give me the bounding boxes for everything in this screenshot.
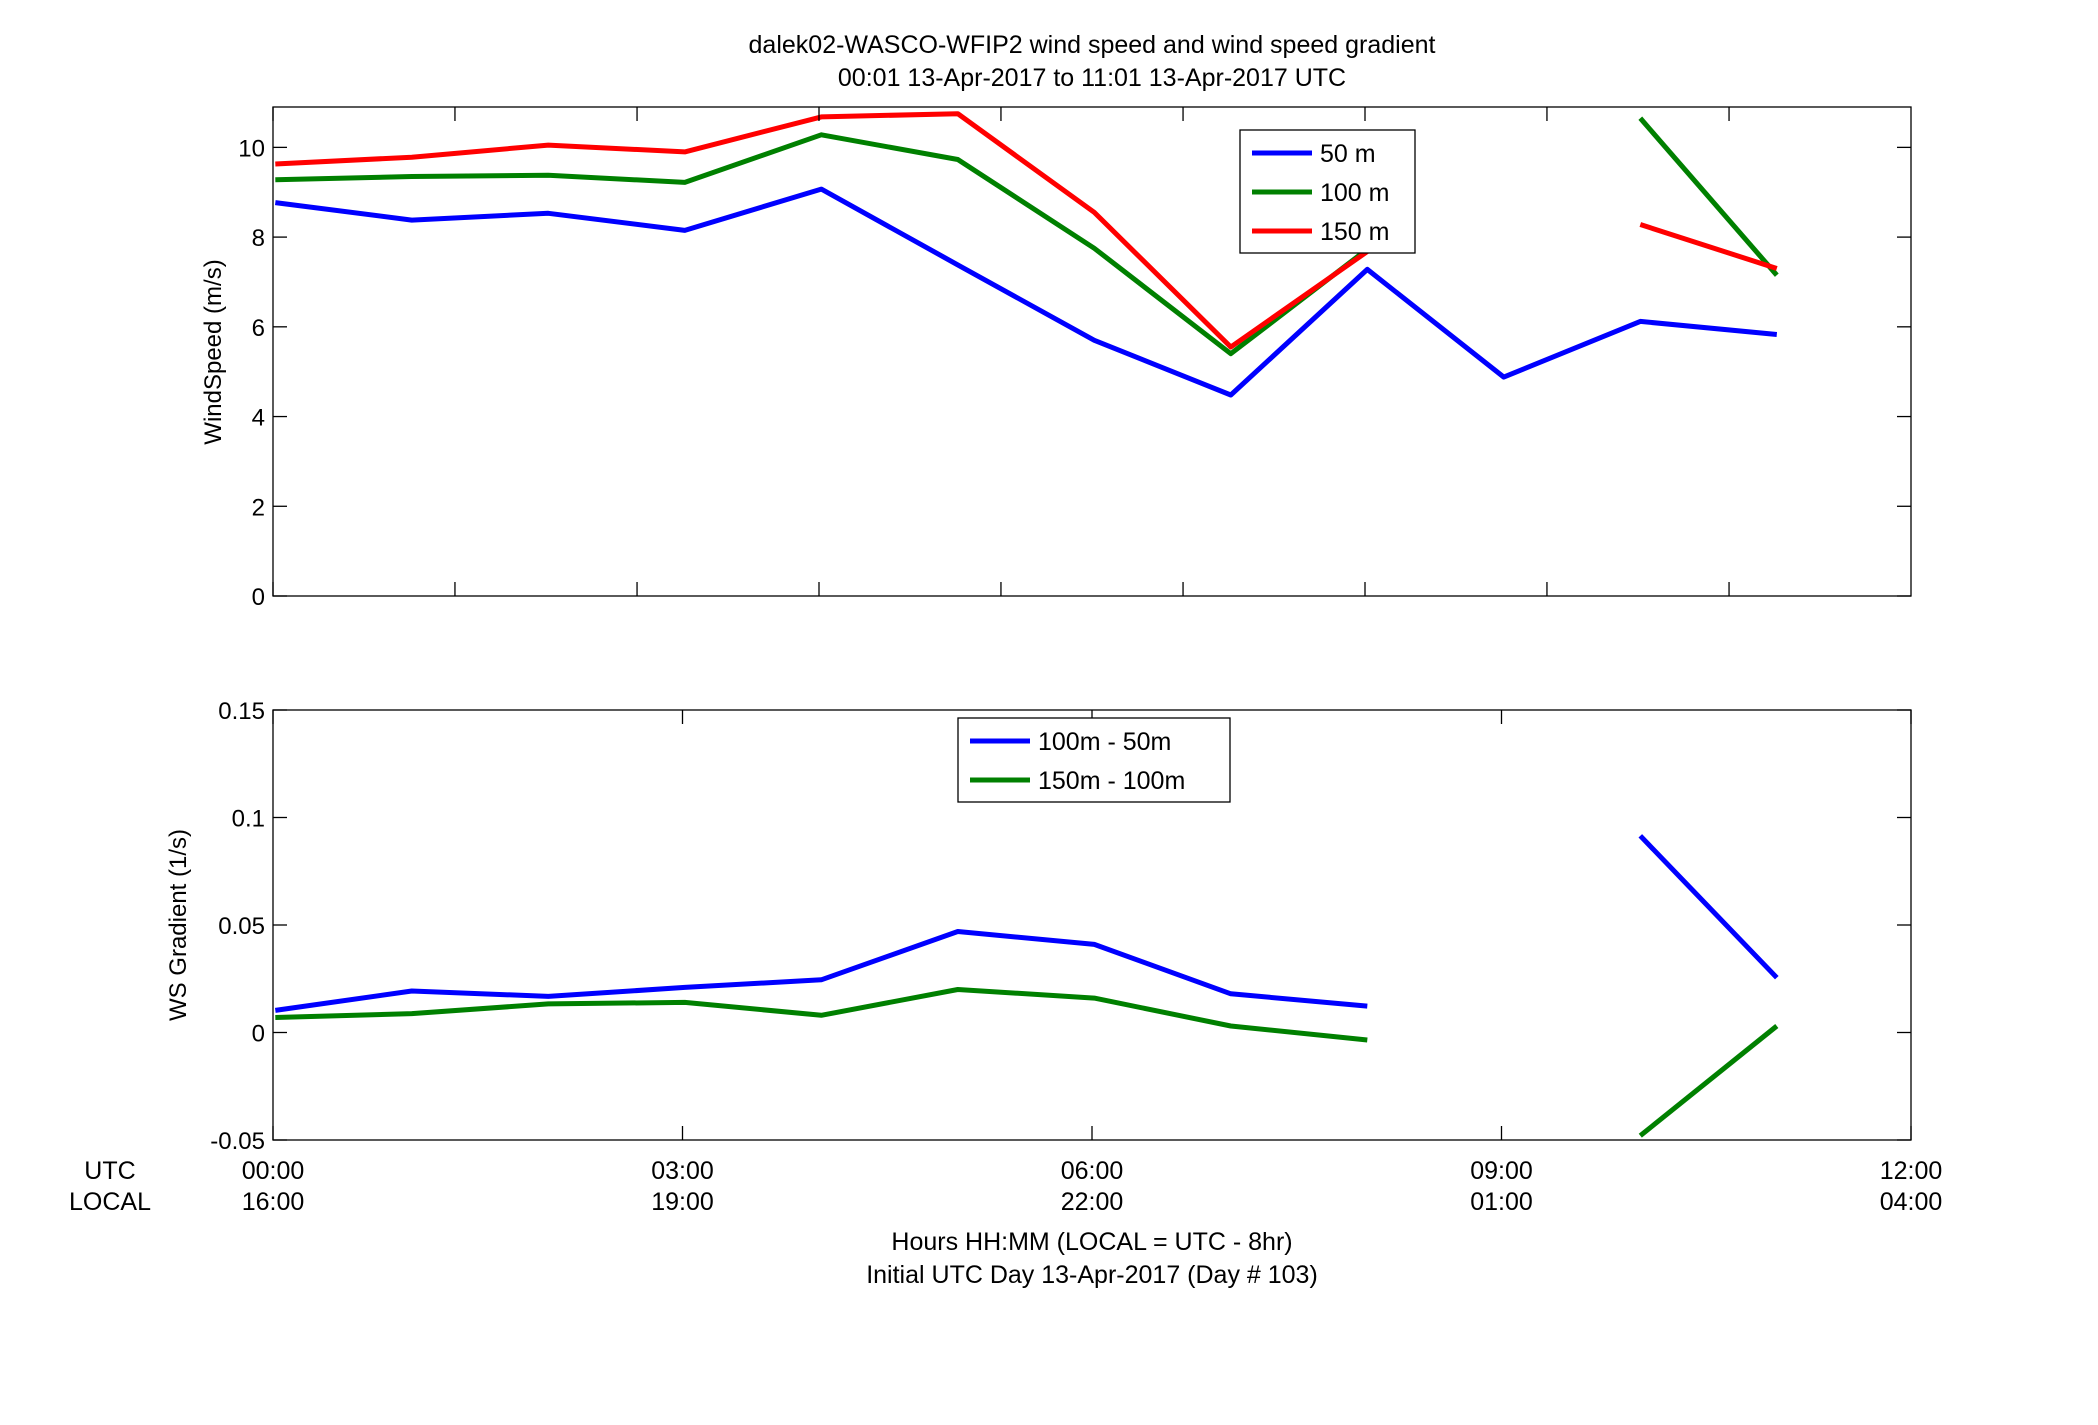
windspeed-ticks: 0 2 4 6 8 10	[238, 107, 1911, 611]
windspeed-series-line-3	[275, 111, 1369, 350]
figure-title-line1: dalek02-WASCO-WFIP2 wind speed and wind …	[749, 31, 1436, 59]
xtick-label-local: 01:00	[1470, 1188, 1533, 1216]
gradient-series-line-1	[1638, 834, 1779, 980]
windspeed-ylabel: WindSpeed (m/s)	[200, 259, 227, 444]
windspeed-series-line-2	[1638, 116, 1779, 277]
gradient-ylabel: WS Gradient (1/s)	[165, 829, 192, 1021]
windspeed-ytick-label: 6	[252, 315, 265, 342]
gradient-plot-lines	[274, 834, 1779, 1138]
xtick-label-local: 19:00	[651, 1188, 714, 1216]
xtick-label-utc: 09:00	[1470, 1157, 1533, 1185]
row-label-local: LOCAL	[69, 1188, 151, 1216]
xtick-label-utc: 12:00	[1880, 1157, 1943, 1185]
windspeed-legend: 50 m 100 m 150 m	[1239, 129, 1416, 254]
windspeed-panel: 0 2 4 6 8 10 WindSpeed (m/s) 50 m 100 m 150 m	[200, 106, 1912, 611]
windspeed-ytick-label: 8	[252, 225, 265, 252]
windspeed-ytick-label: 10	[238, 135, 265, 162]
gradient-ytick-label: -0.05	[210, 1128, 265, 1155]
windspeed-legend-label: 150 m	[1320, 218, 1389, 246]
windspeed-plot-lines	[274, 111, 1779, 398]
gradient-ytick-label: 0	[252, 1021, 265, 1048]
gradient-series-line-2	[275, 987, 1368, 1043]
windspeed-ytick-label: 2	[252, 494, 265, 521]
windspeed-series-line-2	[275, 132, 1369, 357]
gradient-legend: 100m - 50m 150m - 100m	[957, 717, 1231, 803]
gradient-ytick-label: 0.15	[218, 698, 265, 725]
gradient-ytick-label: 0.1	[232, 806, 265, 833]
gradient-ytick-label: 0.05	[218, 913, 265, 940]
xtick-label-local: 22:00	[1061, 1188, 1124, 1216]
windspeed-series-line-1	[274, 186, 1778, 398]
gradient-legend-label: 100m - 50m	[1038, 728, 1171, 756]
gradient-legend-label: 150m - 100m	[1038, 767, 1185, 795]
windspeed-ytick-label: 4	[252, 405, 265, 432]
gradient-panel: -0.05 0 0.05 0.1 0.15 00:00 16:00 03:00 19:00 06:…	[165, 698, 1942, 1216]
xtick-label-utc: 00:00	[242, 1157, 305, 1185]
windspeed-ytick-label: 0	[252, 584, 265, 611]
windspeed-series-line-3	[1639, 222, 1778, 271]
xlabel-line1: Hours HH:MM (LOCAL = UTC - 8hr)	[891, 1228, 1292, 1256]
xtick-label-utc: 06:00	[1061, 1157, 1124, 1185]
figure-title-line2: 00:01 13-Apr-2017 to 11:01 13-Apr-2017 U…	[838, 64, 1346, 92]
row-label-utc: UTC	[84, 1157, 135, 1185]
gradient-legend-box	[957, 717, 1231, 803]
windspeed-legend-label: 50 m	[1320, 140, 1376, 168]
gradient-series-line-1	[274, 929, 1368, 1013]
xlabel-line2: Initial UTC Day 13-Apr-2017 (Day # 103)	[866, 1261, 1318, 1289]
xtick-label-local: 16:00	[242, 1188, 305, 1216]
windspeed-legend-label: 100 m	[1320, 179, 1389, 207]
windspeed-axes-box	[272, 106, 1912, 597]
xtick-label-local: 04:00	[1880, 1188, 1943, 1216]
gradient-ticks: -0.05 0 0.05 0.1 0.15 00:00 16:00 03:00 19:00 06:…	[210, 698, 1942, 1216]
gradient-series-line-2	[1638, 1024, 1779, 1138]
xtick-label-utc: 03:00	[651, 1157, 714, 1185]
